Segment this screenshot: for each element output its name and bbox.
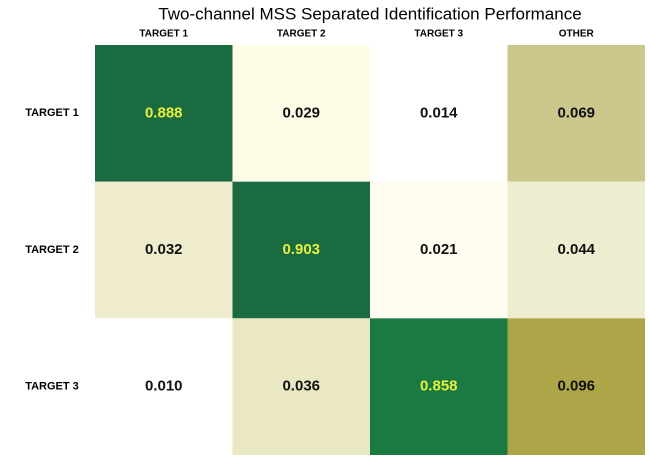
- cell-value: 0.096: [557, 378, 595, 395]
- column-label: OTHER: [559, 29, 595, 40]
- cell: [507, 45, 645, 182]
- cell-value: 0.010: [145, 378, 183, 395]
- cell-value: 0.903: [282, 241, 320, 258]
- cell: [370, 181, 508, 319]
- cell: [232, 318, 370, 455]
- cell-value: 0.858: [420, 378, 458, 395]
- cell: [95, 181, 233, 319]
- cell-value: 0.069: [557, 104, 595, 121]
- row-label: TARGET 3: [25, 381, 79, 393]
- cell: [370, 45, 508, 182]
- cell: [507, 318, 645, 455]
- cell: [232, 45, 370, 182]
- cell-value: 0.029: [282, 104, 320, 121]
- cell-value: 0.032: [145, 241, 183, 258]
- column-label: TARGET 2: [277, 29, 326, 40]
- cell: [507, 181, 645, 319]
- chart-title: Two-channel MSS Separated Identification…: [158, 4, 581, 23]
- column-label: TARGET 3: [414, 29, 463, 40]
- column-label: TARGET 1: [139, 29, 188, 40]
- row-label: TARGET 2: [25, 244, 79, 256]
- cell: [95, 45, 233, 182]
- cell: [370, 318, 508, 455]
- cell-value: 0.888: [145, 104, 183, 121]
- cell-value: 0.021: [420, 241, 458, 258]
- cell-value: 0.036: [282, 378, 320, 395]
- cell-value: 0.044: [557, 241, 595, 258]
- cell: [95, 318, 233, 455]
- row-label: TARGET 1: [25, 107, 79, 119]
- cell: [232, 181, 370, 319]
- cell-value: 0.014: [420, 104, 458, 121]
